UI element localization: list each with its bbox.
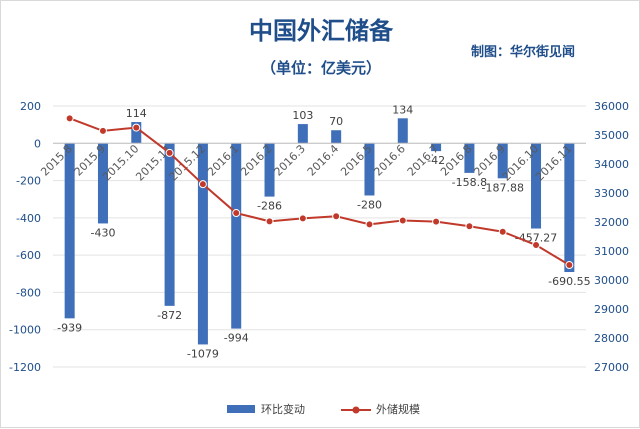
bar (431, 143, 442, 152)
bar-data-label: 103 (292, 109, 313, 122)
y-right-tick-label: 30000 (594, 274, 629, 287)
y-right-tick-label: 31000 (594, 245, 629, 258)
y-right-tick-label: 34000 (594, 158, 629, 171)
y-left-tick-label: -400 (16, 212, 41, 225)
reserve-point (165, 148, 174, 157)
bar (197, 143, 208, 345)
bar-data-label: -158.8 (452, 176, 487, 189)
legend-bar-label: 环比变动 (261, 402, 305, 416)
x-category-label: 2016.6 (371, 142, 407, 178)
legend-line-marker (352, 406, 360, 414)
bar (297, 124, 308, 144)
bar-data-label: -42 (427, 154, 445, 167)
y-left-tick-label: -600 (16, 249, 41, 262)
reserve-point (198, 180, 207, 189)
bar-data-label: 134 (392, 103, 413, 116)
bar (364, 143, 375, 196)
bar-data-label: -994 (224, 332, 249, 345)
reserve-point (298, 214, 307, 223)
y-left-tick-label: -200 (16, 175, 41, 188)
y-right-tick-label: 36000 (594, 100, 629, 113)
chart-title: 中国外汇储备 (249, 17, 393, 45)
reserve-point (498, 227, 507, 236)
y-right-tick-label: 27000 (594, 361, 629, 374)
bar (64, 143, 75, 319)
y-right-tick-label: 33000 (594, 187, 629, 200)
bar (131, 122, 142, 144)
bar (231, 143, 242, 329)
legend-bar-swatch (227, 405, 255, 413)
reserve-line (69, 117, 570, 266)
y-left-tick-label: 200 (20, 100, 41, 113)
legend-line-label: 外储规模 (376, 402, 420, 416)
reserve-point (265, 217, 274, 226)
x-category-label: 2016.3 (272, 142, 308, 178)
y-left-tick-label: 0 (34, 137, 41, 150)
y-right-tick-label: 35000 (594, 129, 629, 142)
reserve-point (365, 220, 374, 229)
bar (397, 118, 408, 144)
bar-data-label: -872 (157, 309, 182, 322)
y-left-tick-label: -800 (16, 286, 41, 299)
y-right-tick-label: 28000 (594, 332, 629, 345)
bar (564, 143, 575, 273)
reserve-point (532, 241, 541, 250)
reserve-point (332, 212, 341, 221)
chart-subtitle: （单位：亿美元） (260, 59, 381, 77)
bar (464, 143, 475, 173)
reserve-point (465, 222, 474, 231)
bar-data-label: 114 (126, 107, 147, 120)
y-left-tick-label: -1200 (9, 361, 41, 374)
reserve-point (398, 216, 407, 225)
reserve-point (65, 114, 74, 123)
y-right-tick-label: 32000 (594, 216, 629, 229)
bar (97, 143, 108, 224)
x-category-label: 2016.4 (305, 142, 341, 178)
bar-data-label: -690.55 (548, 275, 590, 288)
bar (164, 143, 175, 306)
bar (264, 143, 275, 197)
bar (531, 143, 542, 229)
bar (497, 143, 508, 179)
reserve-point (98, 126, 107, 135)
bar-data-label: 70 (329, 115, 343, 128)
bar-data-label: -430 (90, 226, 115, 239)
y-right-tick-label: 29000 (594, 303, 629, 316)
reserve-point (432, 217, 441, 226)
bar (331, 130, 342, 144)
chart-credit: 制图：华尔街见闻 (471, 45, 576, 60)
bar-data-label: -1079 (187, 347, 219, 360)
reserve-point (132, 123, 141, 132)
bar-data-label: -939 (57, 321, 82, 334)
bar-data-label: -280 (357, 198, 382, 211)
y-left-tick-label: -1000 (9, 324, 41, 337)
reserve-point (565, 261, 574, 270)
reserve-point (232, 209, 241, 218)
bar-data-label: -286 (257, 200, 282, 213)
bar-data-label: -187.88 (481, 181, 523, 194)
